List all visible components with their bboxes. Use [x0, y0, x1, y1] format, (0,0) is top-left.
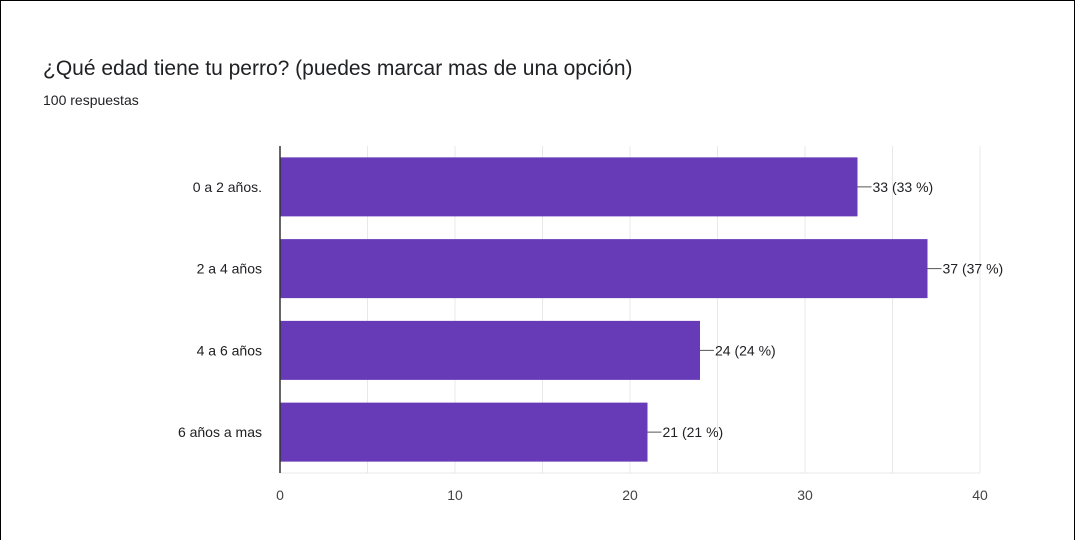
x-tick-label: 40: [972, 487, 988, 503]
data-label: 24 (24 %): [715, 342, 776, 358]
chart-title: ¿Qué edad tiene tu perro? (puedes marcar…: [43, 57, 633, 80]
data-label: 37 (37 %): [943, 261, 1004, 277]
bar-3: [280, 402, 648, 462]
x-tick-label: 0: [276, 487, 284, 503]
bar-0: [280, 157, 858, 217]
category-label: 4 a 6 años: [197, 342, 262, 358]
response-count: 100 respuestas: [43, 92, 139, 108]
x-tick-label: 30: [797, 487, 813, 503]
category-label: 0 a 2 años.: [193, 179, 262, 195]
category-label: 6 años a mas: [178, 424, 262, 440]
data-label: 21 (21 %): [663, 424, 724, 440]
x-tick-label: 20: [622, 487, 638, 503]
data-label: 33 (33 %): [873, 179, 934, 195]
bar-1: [280, 239, 928, 299]
x-tick-label: 10: [447, 487, 463, 503]
bar-2: [280, 320, 700, 380]
category-label: 2 a 4 años: [197, 261, 262, 277]
